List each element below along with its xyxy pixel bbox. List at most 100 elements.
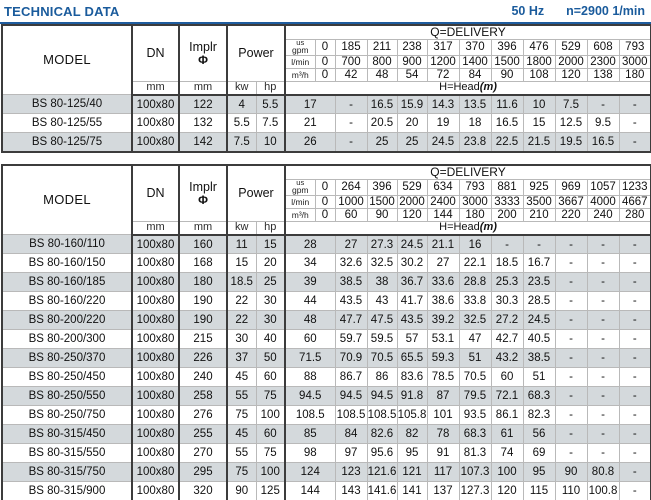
cell-dn: 100x80 [131, 329, 180, 350]
cell-impeller: 258 [178, 386, 228, 407]
cell-dn: 100x80 [131, 234, 180, 255]
cell-head-1: 108.5 [334, 405, 368, 426]
table-row[interactable]: BS 80-250/370 100x80 226 37 50 71.5 70.9 70.5 65… [1, 348, 651, 369]
table-row[interactable]: BS 80-315/900 100x80 320 90 125 144 143 141.6 14… [1, 481, 651, 500]
cell-head-8: - [554, 253, 588, 274]
flow-m3h-5: 84 [458, 68, 492, 83]
cell-head-6: 22.5 [490, 132, 524, 153]
unit-impeller-mm: mm [178, 81, 228, 96]
table-row[interactable]: BS 80-160/185 100x80 180 18.5 25 39 38.5 38 36.7… [1, 272, 651, 293]
pump-table-1: MODEL DN Implr Φ Power Q=DELIVERY us gpm 0 185 211… [1, 23, 651, 153]
flow-lmin-8: 3667 [554, 195, 588, 210]
table-row[interactable]: BS 80-160/150 100x80 168 15 20 34 32.6 32.5 30.2… [1, 253, 651, 274]
table-row[interactable]: BS 80-315/450 100x80 255 45 60 85 84 82.6 82 78 68… [1, 424, 651, 445]
flow-usgpm-0: 0 [314, 178, 336, 197]
flow-m3h-7: 108 [522, 68, 556, 83]
flow-lmin-0: 0 [314, 195, 336, 210]
cell-head-9: - [586, 272, 620, 293]
cell-head-5: 33.8 [458, 291, 492, 312]
flow-m3h-7: 210 [522, 208, 556, 223]
unit-label-usgpm: us gpm [284, 38, 316, 57]
cell-head-0: 21 [284, 113, 336, 134]
cell-impeller: 255 [178, 424, 228, 445]
cell-head-2: 59.5 [366, 329, 398, 350]
flow-lmin-8: 2000 [554, 55, 588, 70]
unit-dn-mm: mm [131, 81, 180, 96]
flow-lmin-10: 3000 [618, 55, 651, 70]
cell-head-6: 120 [490, 481, 524, 500]
table-row[interactable]: BS 80-160/110 100x80 160 11 15 28 27 27.3 24.5 21… [1, 234, 651, 255]
cell-head-8: - [554, 234, 588, 255]
cell-head-7: 28.5 [522, 291, 556, 312]
flow-usgpm-6: 881 [490, 178, 524, 197]
cell-kw: 75 [226, 462, 257, 483]
cell-head-7: 51 [522, 367, 556, 388]
table-row[interactable]: BS 80-160/220 100x80 190 22 30 44 43.5 43 41.7 38… [1, 291, 651, 312]
header-row-m3h: m³/h 0 60 90 120 144 180 200 210 220 240 280 [2, 208, 651, 223]
cell-head-8: 7.5 [554, 94, 588, 115]
flow-lmin-4: 1200 [426, 55, 460, 70]
cell-head-3: 43.5 [396, 310, 428, 331]
cell-head-0: 26 [284, 132, 336, 153]
cell-head-3: 15.9 [396, 94, 428, 115]
cell-model: BS 80-200/220 [1, 310, 133, 331]
cell-model: BS 80-315/750 [1, 462, 133, 483]
flow-m3h-0: 0 [314, 68, 336, 83]
cell-head-9: 16.5 [586, 132, 620, 153]
table-row[interactable]: BS 80-200/220 100x80 190 22 30 48 47.7 47.5 43.5… [1, 310, 651, 331]
flow-lmin-2: 1500 [366, 195, 398, 210]
cell-head-3: 57 [396, 329, 428, 350]
cell-model: BS 80-250/450 [1, 367, 133, 388]
cell-hp: 5.5 [255, 94, 286, 115]
table-row[interactable]: BS 80-125/55 100x80 132 5.5 7.5 21-20.5 20 19 18… [1, 113, 651, 134]
table-row[interactable]: BS 80-315/750 100x80 295 75 100 124 123 121.6 12… [1, 462, 651, 483]
flow-lmin-7: 3500 [522, 195, 556, 210]
unit-impeller-mm: mm [178, 221, 228, 236]
cell-kw: 90 [226, 481, 257, 500]
cell-head-9: - [586, 405, 620, 426]
cell-head-7: 21.5 [522, 132, 556, 153]
cell-model: BS 80-250/750 [1, 405, 133, 426]
cell-head-4: 137 [426, 481, 460, 500]
cell-dn: 100x80 [131, 481, 180, 500]
cell-model: BS 80-160/150 [1, 253, 133, 274]
cell-head-3: 25 [396, 132, 428, 153]
cell-head-3: 141 [396, 481, 428, 500]
table-row[interactable]: BS 80-250/450 100x80 240 45 60 88 86.7 86 83.6 78… [1, 367, 651, 388]
flow-usgpm-9: 1057 [586, 178, 620, 197]
table-row[interactable]: BS 80-250/750 100x80 276 75 100 108.5 108.5 108… [1, 405, 651, 426]
flow-usgpm-3: 529 [396, 178, 428, 197]
cell-head-6: 86.1 [490, 405, 524, 426]
flow-m3h-5: 180 [458, 208, 492, 223]
cell-hp: 125 [255, 481, 286, 500]
cell-head-9: - [586, 291, 620, 312]
cell-hp: 75 [255, 386, 286, 407]
cell-head-1: - [334, 113, 368, 134]
cell-head-10: - [618, 462, 651, 483]
flow-lmin-4: 2400 [426, 195, 460, 210]
cell-head-6: 61 [490, 424, 524, 445]
cell-head-4: 59.3 [426, 348, 460, 369]
cell-head-3: 24.5 [396, 234, 428, 255]
table-row[interactable]: BS 80-125/75 100x80 142 7.5 10 26-25 25 24.5 23.… [1, 132, 651, 153]
cell-head-8: 90 [554, 462, 588, 483]
cell-impeller: 226 [178, 348, 228, 369]
table-row[interactable]: BS 80-250/550 100x80 258 55 75 94.5 94.5 94.5 91… [1, 386, 651, 407]
cell-head-6: 30.3 [490, 291, 524, 312]
cell-head-6: 27.2 [490, 310, 524, 331]
table-row[interactable]: BS 80-315/550 100x80 270 55 75 98 97 95.6 95 91 81… [1, 443, 651, 464]
cell-head-1: 32.6 [334, 253, 368, 274]
cell-head-5: 18 [458, 113, 492, 134]
flow-m3h-2: 90 [366, 208, 398, 223]
cell-head-2: 27.3 [366, 234, 398, 255]
cell-dn: 100x80 [131, 424, 180, 445]
cell-head-7: 40.5 [522, 329, 556, 350]
table-row[interactable]: BS 80-200/300 100x80 215 30 40 60 59.7 59.5 57 53… [1, 329, 651, 350]
cell-head-9: - [586, 424, 620, 445]
table-row[interactable]: BS 80-125/40 100x80 122 4 5.5 17-16.5 15.9 14.3… [1, 94, 651, 115]
cell-head-10: - [618, 405, 651, 426]
cell-head-3: 95 [396, 443, 428, 464]
col-header-power: Power [226, 163, 286, 223]
cell-head-7: - [522, 234, 556, 255]
